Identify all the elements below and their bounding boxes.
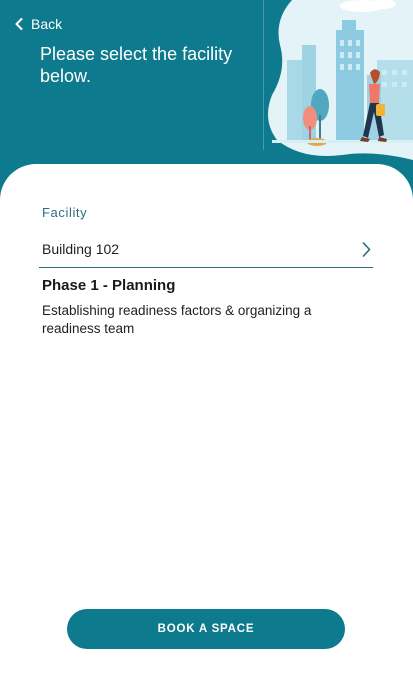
phase-title: Phase 1 - Planning — [42, 277, 176, 294]
facility-label: Facility — [42, 205, 88, 220]
chevron-right-icon — [362, 242, 371, 257]
content-card: Facility Building 102 Phase 1 - Planning… — [0, 164, 413, 683]
header-divider — [263, 0, 264, 150]
facility-value: Building 102 — [42, 241, 120, 257]
facility-select[interactable]: Building 102 — [39, 230, 373, 268]
book-space-button[interactable]: BOOK A SPACE — [67, 609, 345, 649]
back-label: Back — [31, 16, 63, 32]
city-walk-illustration — [268, 0, 413, 160]
back-button[interactable]: Back — [15, 16, 62, 32]
phase-description: Establishing readiness factors & organiz… — [42, 303, 312, 336]
page-title: Please select the facility below. — [40, 44, 233, 86]
chevron-left-icon — [15, 18, 23, 30]
